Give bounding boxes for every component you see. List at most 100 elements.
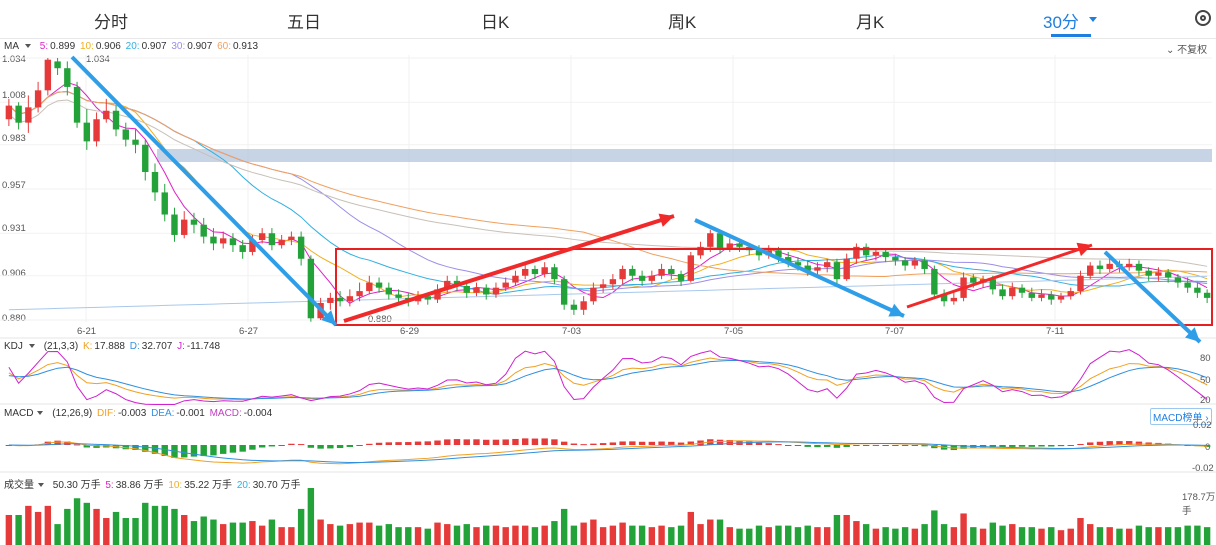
candle-body	[541, 267, 548, 275]
volume-bar	[687, 511, 695, 545]
settings-icon[interactable]	[1195, 10, 1211, 26]
candle-body	[940, 294, 948, 302]
candle-body	[697, 246, 704, 256]
x-tick: 7-05	[724, 326, 744, 337]
tab-30min[interactable]: 30分	[1043, 13, 1079, 32]
macd-bar	[151, 445, 159, 454]
tab-day-k[interactable]: 日K	[481, 13, 510, 32]
kdj-d-line	[8, 360, 1208, 400]
main-legend: MA 5: 0.899 10: 0.906 20: 0.907 30: 0.907 60…	[4, 41, 260, 52]
candle-body	[502, 282, 509, 288]
volume-bar	[1155, 527, 1162, 545]
volume-bar	[1194, 525, 1201, 545]
macd-bar	[541, 438, 548, 445]
volume-bar	[385, 524, 393, 545]
macd-bar	[1018, 445, 1026, 447]
volume-bar	[375, 525, 383, 545]
macd-dif-line	[8, 440, 1208, 465]
macd-bar	[1116, 441, 1123, 445]
macd-bar	[755, 442, 763, 445]
ma-long-line	[8, 99, 1208, 267]
up-arrow-1-head	[658, 213, 674, 227]
ma30-value: 0.907	[187, 41, 213, 52]
kdj-params: (21,3,3)	[43, 341, 79, 352]
chevron-down-icon[interactable]	[1089, 17, 1097, 22]
caret-down-icon[interactable]	[37, 410, 44, 415]
candle-body	[1184, 282, 1191, 288]
tab-month-k[interactable]: 月K	[856, 13, 885, 32]
kdj-selector[interactable]: KDJ	[4, 341, 23, 352]
candle-body	[755, 250, 763, 256]
macd-bar	[1135, 441, 1143, 445]
tab-5day[interactable]: 五日	[287, 13, 321, 32]
macd-bar	[502, 439, 509, 445]
macd-bar	[1077, 443, 1084, 445]
kdj-k-line	[8, 357, 1208, 401]
adjust-dropdown[interactable]: ⌄ 不复权	[1166, 45, 1208, 56]
tab-minute[interactable]: 分时	[94, 13, 128, 32]
volume-bar	[395, 527, 402, 545]
candle-body	[687, 255, 695, 281]
candle-body	[258, 233, 266, 241]
x-tick: 7-11	[1046, 326, 1065, 337]
tab-week-k[interactable]: 周K	[668, 13, 697, 32]
down-arrow-3-head	[1185, 327, 1200, 342]
x-tick: 6-21	[77, 326, 97, 337]
candle-body	[1048, 294, 1055, 300]
candle-body	[677, 274, 685, 281]
candle-body	[1106, 263, 1113, 269]
volume-bar	[775, 525, 782, 545]
macd-legend: MACD (12,26,9) DIF: -0.003 DEA: -0.001 MAC…	[4, 408, 274, 419]
macd-bar	[814, 445, 821, 448]
volume-bar	[551, 521, 558, 545]
volume-bar	[181, 514, 188, 545]
indicator-selector[interactable]: MA	[4, 41, 19, 52]
candle-body	[629, 268, 636, 276]
macd-bar	[346, 445, 354, 447]
candle-body	[44, 59, 52, 91]
vol-ma10-key: 10:	[168, 480, 183, 491]
candle-body	[492, 287, 500, 295]
macd-bar	[317, 445, 324, 449]
candle-body	[229, 238, 237, 246]
volume-bar	[580, 522, 587, 545]
volume-selector[interactable]: 成交量	[4, 480, 34, 491]
macd-bar	[892, 445, 899, 446]
caret-down-icon[interactable]	[28, 343, 35, 348]
macd-bar	[268, 445, 276, 447]
macd-bar	[200, 445, 207, 457]
candle-body	[268, 233, 276, 246]
candle-body	[726, 243, 733, 249]
macd-bar	[219, 445, 227, 454]
macd-bar	[1087, 442, 1094, 445]
volume-bar	[278, 527, 285, 545]
volume-bar	[44, 505, 52, 545]
volume-bar	[1057, 530, 1065, 545]
volume-bar	[638, 525, 646, 545]
macd-bar	[521, 438, 529, 445]
volume-bar	[726, 527, 733, 545]
candle-body	[814, 267, 821, 271]
volume-bar	[1077, 518, 1084, 545]
volume-bar	[453, 525, 461, 545]
volume-bar	[746, 528, 753, 545]
candle-body	[658, 268, 665, 276]
macd-ranking-button[interactable]: MACD榜单 ›	[1150, 408, 1212, 425]
macd-dif-value: -0.003	[117, 408, 147, 419]
volume-bar	[142, 502, 149, 545]
macd-bar	[297, 444, 305, 446]
macd-bar	[590, 443, 597, 445]
macd-macd-key: MACD:	[209, 408, 242, 419]
macd-bar	[580, 444, 587, 446]
candle-body	[843, 258, 850, 280]
volume-bar	[1125, 528, 1133, 545]
volume-bar	[911, 528, 919, 545]
macd-dea-key: DEA:	[151, 408, 175, 419]
macd-selector[interactable]: MACD	[4, 408, 34, 419]
candle-body	[716, 233, 724, 249]
caret-down-icon[interactable]	[25, 43, 31, 48]
macd-bar	[560, 441, 568, 445]
ma60-value: 0.913	[233, 41, 259, 52]
caret-down-icon[interactable]	[38, 482, 44, 487]
